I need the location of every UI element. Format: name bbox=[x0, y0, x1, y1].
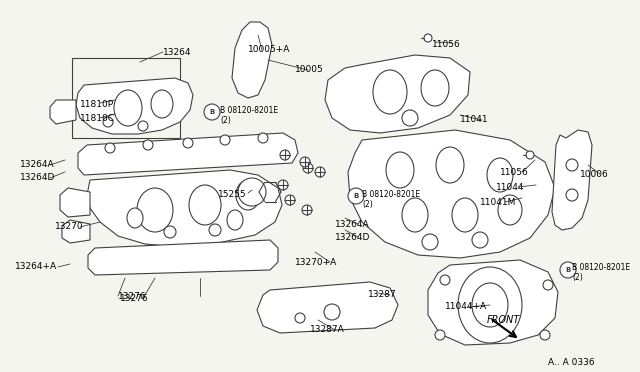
Text: FRONT: FRONT bbox=[487, 315, 520, 325]
Ellipse shape bbox=[300, 157, 310, 167]
Polygon shape bbox=[60, 188, 90, 217]
Ellipse shape bbox=[236, 180, 260, 210]
Ellipse shape bbox=[472, 283, 508, 327]
Text: 11044: 11044 bbox=[496, 183, 525, 192]
Ellipse shape bbox=[285, 195, 295, 205]
Text: 15255: 15255 bbox=[218, 190, 246, 199]
Text: 11041M: 11041M bbox=[480, 198, 516, 207]
Text: B: B bbox=[209, 109, 214, 115]
Ellipse shape bbox=[402, 198, 428, 232]
Text: 13287A: 13287A bbox=[310, 325, 345, 334]
Ellipse shape bbox=[151, 90, 173, 118]
Polygon shape bbox=[325, 55, 470, 133]
Text: 11810P: 11810P bbox=[80, 100, 114, 109]
Text: 13264: 13264 bbox=[163, 48, 191, 57]
Ellipse shape bbox=[566, 189, 578, 201]
Ellipse shape bbox=[302, 205, 312, 215]
Text: B 08120-8201E
(2): B 08120-8201E (2) bbox=[220, 106, 278, 125]
Polygon shape bbox=[62, 220, 90, 243]
Text: A.. A 0336: A.. A 0336 bbox=[548, 358, 595, 367]
Ellipse shape bbox=[220, 135, 230, 145]
Ellipse shape bbox=[278, 180, 288, 190]
Ellipse shape bbox=[498, 195, 522, 225]
Text: 13264A: 13264A bbox=[335, 220, 370, 229]
Ellipse shape bbox=[204, 104, 220, 120]
Ellipse shape bbox=[238, 178, 266, 206]
Ellipse shape bbox=[315, 167, 325, 177]
Ellipse shape bbox=[280, 150, 290, 160]
Text: 11044+A: 11044+A bbox=[445, 302, 487, 311]
Ellipse shape bbox=[227, 210, 243, 230]
Text: 11056: 11056 bbox=[432, 40, 461, 49]
Text: 13270+A: 13270+A bbox=[295, 258, 337, 267]
Ellipse shape bbox=[458, 267, 522, 343]
Ellipse shape bbox=[258, 133, 268, 143]
Text: 13270: 13270 bbox=[55, 222, 84, 231]
Polygon shape bbox=[78, 133, 298, 175]
Ellipse shape bbox=[386, 152, 414, 188]
Ellipse shape bbox=[422, 234, 438, 250]
Bar bbox=[72, 58, 180, 138]
Ellipse shape bbox=[440, 275, 450, 285]
Ellipse shape bbox=[348, 188, 364, 204]
Ellipse shape bbox=[324, 304, 340, 320]
Polygon shape bbox=[552, 130, 592, 230]
Ellipse shape bbox=[424, 34, 432, 42]
Ellipse shape bbox=[105, 143, 115, 153]
Text: 10005+A: 10005+A bbox=[248, 45, 291, 54]
Polygon shape bbox=[88, 240, 278, 275]
Ellipse shape bbox=[472, 232, 488, 248]
Text: 13276: 13276 bbox=[118, 292, 147, 301]
Ellipse shape bbox=[127, 208, 143, 228]
Ellipse shape bbox=[189, 185, 221, 225]
Polygon shape bbox=[50, 100, 76, 124]
Text: 10006: 10006 bbox=[580, 170, 609, 179]
Text: 11810C: 11810C bbox=[80, 114, 115, 123]
Text: B: B bbox=[353, 193, 358, 199]
Ellipse shape bbox=[209, 224, 221, 236]
Ellipse shape bbox=[295, 313, 305, 323]
Ellipse shape bbox=[566, 159, 578, 171]
Ellipse shape bbox=[114, 90, 142, 126]
Text: 11056: 11056 bbox=[500, 168, 529, 177]
Polygon shape bbox=[232, 22, 272, 98]
Polygon shape bbox=[87, 170, 282, 247]
Text: 13264A: 13264A bbox=[20, 160, 54, 169]
Ellipse shape bbox=[138, 121, 148, 131]
Polygon shape bbox=[428, 260, 558, 345]
Ellipse shape bbox=[436, 147, 464, 183]
Ellipse shape bbox=[402, 110, 418, 126]
Ellipse shape bbox=[303, 163, 313, 173]
Ellipse shape bbox=[526, 151, 534, 159]
Polygon shape bbox=[257, 282, 398, 333]
Ellipse shape bbox=[137, 188, 173, 232]
Ellipse shape bbox=[543, 280, 553, 290]
Polygon shape bbox=[348, 130, 555, 258]
Ellipse shape bbox=[103, 117, 113, 127]
Text: 13287: 13287 bbox=[368, 290, 397, 299]
Ellipse shape bbox=[487, 158, 513, 192]
Ellipse shape bbox=[435, 330, 445, 340]
Text: 10005: 10005 bbox=[295, 65, 324, 74]
Ellipse shape bbox=[452, 198, 478, 232]
Text: B: B bbox=[565, 267, 571, 273]
Text: B 08120-8201E
(2): B 08120-8201E (2) bbox=[572, 263, 630, 282]
Text: B 08120-8201E
(2): B 08120-8201E (2) bbox=[362, 190, 420, 209]
Ellipse shape bbox=[421, 70, 449, 106]
Ellipse shape bbox=[540, 330, 550, 340]
Text: 13276: 13276 bbox=[120, 294, 148, 303]
Ellipse shape bbox=[183, 138, 193, 148]
Text: 13264D: 13264D bbox=[335, 233, 371, 242]
Polygon shape bbox=[76, 78, 193, 134]
Ellipse shape bbox=[143, 140, 153, 150]
Ellipse shape bbox=[164, 226, 176, 238]
Ellipse shape bbox=[560, 262, 576, 278]
Text: 13264D: 13264D bbox=[20, 173, 56, 182]
Text: 11041: 11041 bbox=[460, 115, 488, 124]
Text: 13264+A: 13264+A bbox=[15, 262, 57, 271]
Ellipse shape bbox=[373, 70, 407, 114]
